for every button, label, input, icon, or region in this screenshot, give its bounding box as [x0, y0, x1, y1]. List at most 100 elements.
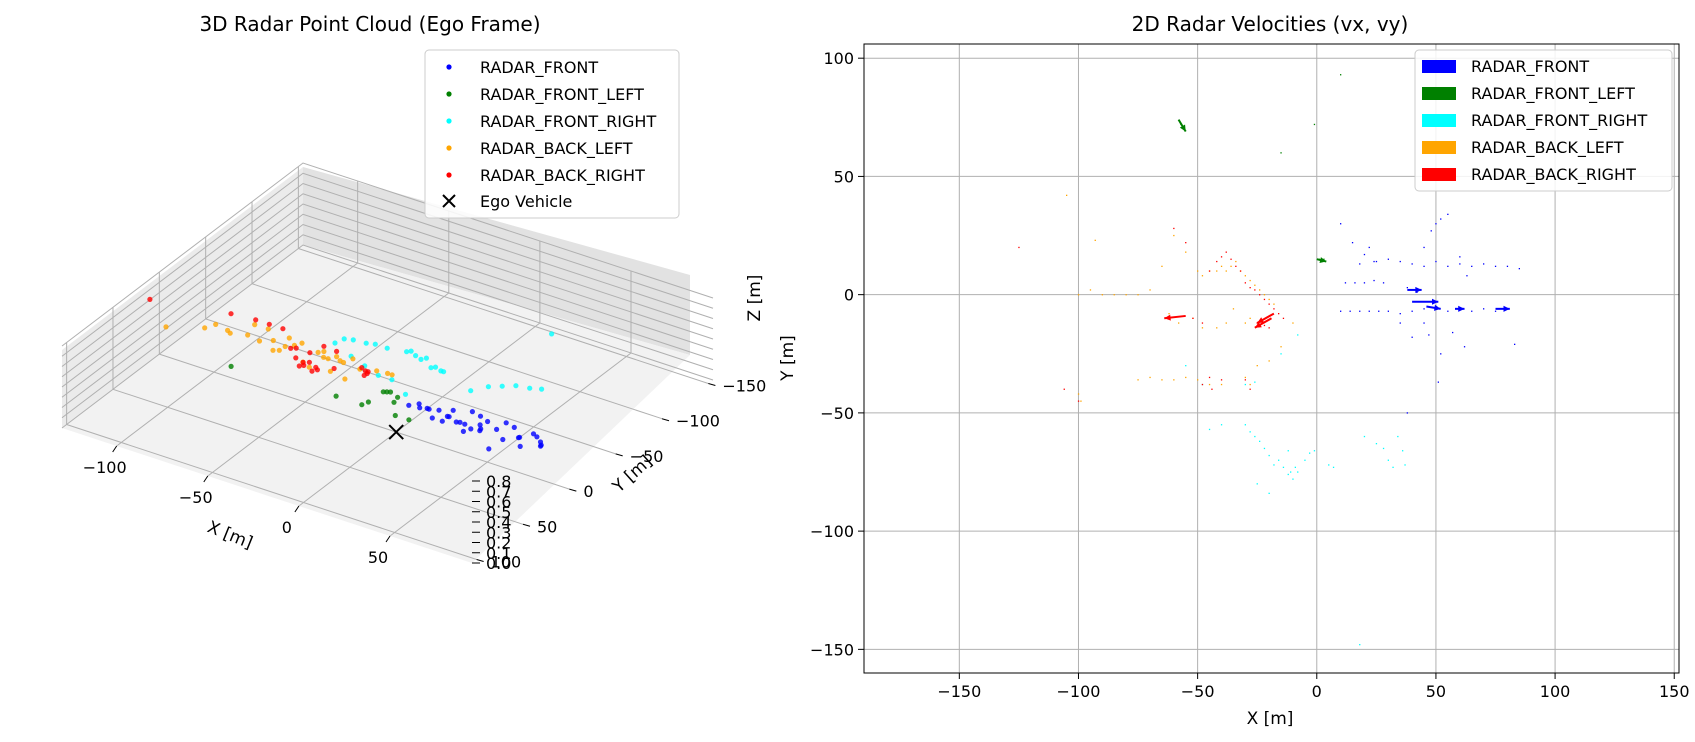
- velocity-point: [1149, 289, 1151, 291]
- velocity-point: [1201, 383, 1204, 386]
- point-3d: [406, 417, 412, 423]
- point-3d: [270, 347, 276, 353]
- velocity-point: [1173, 227, 1175, 230]
- x-axis-label-2d: X [m]: [1247, 709, 1294, 729]
- z-tick-label-3d: 0.8: [486, 472, 511, 491]
- velocity-point: [1382, 282, 1385, 284]
- velocity-point: [1406, 287, 1408, 289]
- velocity-point: [1216, 270, 1218, 272]
- z-tick-label-3d: 0.7: [486, 482, 511, 501]
- velocity-point: [1273, 303, 1275, 305]
- z-gridline-3d: [61, 162, 714, 347]
- z-gridline-3d: [61, 244, 714, 429]
- point-3d: [511, 424, 517, 430]
- velocity-point: [1208, 270, 1211, 272]
- velocity-point: [1263, 447, 1266, 450]
- y-tick-label-2d: 50: [834, 167, 854, 186]
- velocity-point: [1256, 365, 1258, 367]
- velocity-point: [1392, 466, 1394, 468]
- point-3d: [333, 393, 339, 399]
- velocity-point: [1514, 343, 1516, 345]
- ego-vehicle-marker: [388, 424, 404, 440]
- velocity-point: [1185, 242, 1187, 244]
- legend-3d-marker: [446, 91, 452, 97]
- velocity-point: [1411, 336, 1413, 338]
- velocity-point: [1292, 478, 1294, 480]
- y-gridline-3d: [66, 424, 477, 560]
- velocity-point: [1185, 251, 1187, 253]
- velocity-point: [1273, 308, 1275, 310]
- velocity-point: [1259, 440, 1261, 442]
- point-3d: [428, 365, 434, 371]
- x-tick-label-3d: −50: [179, 488, 213, 507]
- legend-2d: RADAR_FRONT RADAR_FRONT_LEFT RADAR_FRONT…: [1414, 49, 1673, 192]
- velocity-point: [1402, 450, 1404, 452]
- point-3d: [327, 368, 333, 374]
- chart-3d: 3D Radar Point Cloud (Ego Frame) −100 −50…: [61, 12, 767, 573]
- velocity-arrowhead: [1179, 124, 1186, 132]
- point-3d: [325, 356, 331, 362]
- y-tick-3d: [661, 418, 670, 422]
- point-3d: [424, 405, 430, 411]
- velocity-point: [1292, 322, 1294, 324]
- point-3d: [299, 340, 305, 346]
- velocity-point: [1125, 294, 1127, 296]
- x-tick-label-2d: 150: [1659, 682, 1690, 701]
- legend-2d-marker: [1422, 114, 1456, 127]
- point-3d: [253, 317, 259, 323]
- point-3d: [485, 384, 491, 390]
- velocity-point: [1332, 466, 1335, 468]
- point-3d: [462, 421, 468, 427]
- velocity-point: [1268, 327, 1270, 329]
- velocity-arrowhead: [1503, 305, 1510, 312]
- x-gridline-3d: [389, 352, 632, 537]
- point-3d: [340, 359, 347, 366]
- legend-3d-marker: [446, 64, 452, 70]
- velocity-point: [1268, 492, 1270, 494]
- y-tick-label-2d: 0: [844, 286, 854, 305]
- velocity-point: [1328, 464, 1330, 466]
- point-3d: [374, 368, 380, 374]
- point-3d: [265, 326, 271, 332]
- velocity-point: [1459, 263, 1461, 265]
- legend-2d-label: RADAR_FRONT_RIGHT: [1471, 111, 1647, 131]
- y-tick-label-3d: 100: [491, 552, 522, 571]
- velocity-point: [1309, 452, 1311, 454]
- point-3d: [280, 326, 286, 332]
- velocity-point: [1375, 443, 1378, 445]
- velocity-point: [1397, 435, 1399, 438]
- velocity-point: [1280, 346, 1282, 348]
- x-tick-label-2d: −100: [1056, 682, 1100, 701]
- x-tick-label-2d: −50: [1181, 682, 1215, 701]
- point-3d: [517, 443, 523, 449]
- velocity-point: [1518, 268, 1520, 270]
- velocity-point: [1230, 258, 1232, 260]
- point-3d: [494, 426, 500, 432]
- velocity-point: [1192, 317, 1194, 319]
- velocity-point: [1340, 223, 1342, 225]
- point-3d: [350, 356, 356, 362]
- z-gridline-3d: [61, 182, 714, 367]
- z-tick-label-3d: 0.3: [486, 523, 511, 542]
- velocity-point: [1280, 152, 1282, 154]
- z-gridline-3d: [61, 234, 714, 419]
- velocity-point: [1282, 466, 1285, 468]
- y-tick-label-2d: 100: [823, 49, 854, 68]
- point-3d: [391, 399, 397, 405]
- point-3d: [296, 363, 302, 369]
- legend-2d-marker: [1422, 60, 1456, 73]
- point-3d: [245, 332, 251, 338]
- velocity-point: [1387, 310, 1389, 312]
- point-3d: [477, 422, 483, 428]
- z-tick-label-3d: 0.0: [486, 554, 511, 573]
- point-3d: [365, 399, 371, 405]
- velocity-point: [1483, 308, 1485, 310]
- point-3d: [282, 343, 288, 350]
- velocity-point: [1220, 383, 1223, 386]
- velocity-point: [1244, 383, 1246, 386]
- velocity-point: [1201, 275, 1204, 277]
- velocity-point: [1208, 383, 1211, 386]
- velocity-point: [1313, 450, 1316, 452]
- point-3d: [309, 368, 315, 374]
